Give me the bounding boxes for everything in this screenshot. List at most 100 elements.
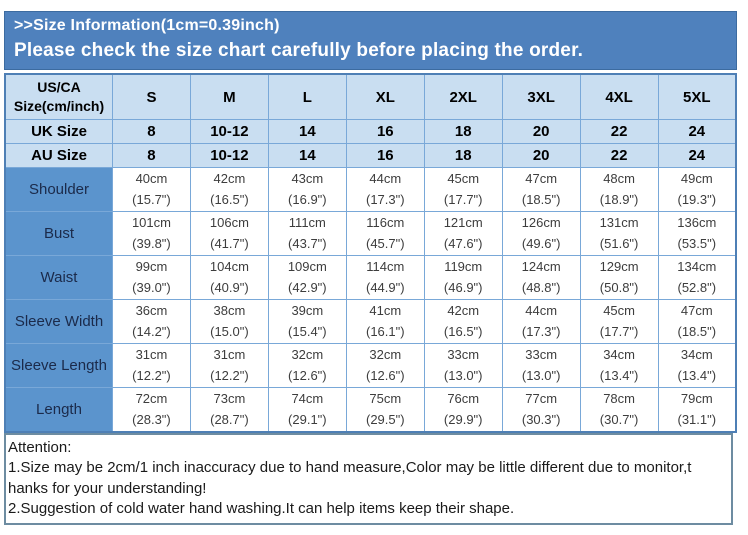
measurement-inch-value: (13.4") (677, 367, 717, 383)
measurement-inch-value: (52.8") (677, 279, 717, 295)
region-size-value: 20 (501, 119, 581, 144)
measurement-inch-value: (15.0") (210, 323, 249, 339)
measurement-value-cell: 121cm (47.6") (423, 211, 503, 256)
measurement-value-cell: 47cm (18.5") (501, 167, 581, 212)
measurement-cm-value: 41cm (369, 303, 402, 319)
region-size-label: UK Size (4, 119, 113, 144)
attention-box: Attention: 1.Size may be 2cm/1 inch inac… (4, 433, 733, 525)
region-size-value: 14 (267, 143, 347, 168)
measurement-cm-value: 45cm (447, 171, 480, 187)
measurement-value-cell: 40cm (15.7") (112, 167, 191, 212)
measurement-inch-value: (30.7") (599, 411, 639, 427)
banner-title: >>Size Information(1cm=0.39inch) (14, 17, 280, 34)
measurement-value-cell: 48cm (18.9") (579, 167, 659, 212)
region-size-value: 16 (345, 143, 425, 168)
measurement-label: Sleeve Width (4, 299, 113, 344)
measurement-value-cell: 45cm (17.7") (423, 167, 503, 212)
measurement-cm-value: 129cm (599, 259, 639, 275)
measurement-row: Waist 99cm (39.0") 104cm (40.9") 109cm (42.9")… (4, 255, 737, 300)
size-chart-body: Shoulder 40cm (15.7") 42cm (16.5") 43cm (16.9"… (4, 167, 737, 433)
measurement-value-cell: 116cm (45.7") (345, 211, 425, 256)
measurement-inch-value: (29.1") (288, 411, 327, 427)
measurement-cm-value: 116cm (366, 215, 405, 231)
measurement-cm-value: 75cm (369, 391, 402, 407)
measurement-inch-value: (13.0") (521, 367, 561, 383)
size-column-header: M (189, 73, 269, 120)
measurement-cm-value: 74cm (291, 391, 324, 407)
measurement-value-cell: 129cm (50.8") (579, 255, 659, 300)
size-chart-table: US/CA Size(cm/inch) S M L XL 2XL 3XL 4XL 5XL UK S… (4, 73, 737, 433)
measurement-cm-value: 38cm (213, 303, 246, 319)
measurement-inch-value: (18.5") (677, 323, 717, 339)
measurement-value-cell: 47cm (18.5") (657, 299, 737, 344)
measurement-inch-value: (39.0") (132, 279, 171, 295)
measurement-value-cell: 32cm (12.6") (345, 343, 425, 388)
measurement-cm-value: 32cm (291, 347, 324, 363)
measurement-inch-value: (12.2") (210, 367, 249, 383)
measurement-value-cell: 41cm (16.1") (345, 299, 425, 344)
measurement-value-cell: 111cm (43.7") (267, 211, 347, 256)
measurement-value-cell: 34cm (13.4") (657, 343, 737, 388)
measurement-value-cell: 44cm (17.3") (345, 167, 425, 212)
measurement-inch-value: (53.5") (677, 235, 717, 251)
size-chart-header: US/CA Size(cm/inch) S M L XL 2XL 3XL 4XL 5XL UK S… (4, 73, 737, 168)
measurement-cm-value: 32cm (369, 347, 402, 363)
attention-lines: 1.Size may be 2cm/1 inch inaccuracy due … (8, 458, 725, 519)
region-size-value: 8 (112, 143, 191, 168)
region-size-value: 24 (657, 143, 737, 168)
measurement-cm-value: 99cm (135, 259, 168, 275)
measurement-cm-value: 136cm (677, 215, 717, 231)
measurement-cm-value: 73cm (213, 391, 246, 407)
region-size-row: AU Size 8 10-12 14 16 18 20 22 24 (4, 143, 737, 168)
measurement-cm-value: 48cm (603, 171, 635, 187)
region-size-value: 20 (501, 143, 581, 168)
region-size-value: 18 (423, 119, 503, 144)
measurement-value-cell: 45cm (17.7") (579, 299, 659, 344)
measurement-cm-value: 131cm (599, 215, 639, 231)
measurement-value-cell: 104cm (40.9") (189, 255, 269, 300)
region-size-value: 22 (579, 119, 659, 144)
measurement-inch-value: (16.1") (365, 323, 405, 339)
size-column-header: 5XL (657, 73, 737, 120)
measurement-inch-value: (51.6") (599, 235, 639, 251)
corner-label: US/CA Size(cm/inch) (4, 73, 113, 120)
measurement-cm-value: 104cm (209, 259, 249, 275)
measurement-cm-value: 42cm (213, 171, 246, 187)
measurement-inch-value: (41.7") (210, 235, 249, 251)
measurement-inch-value: (28.3") (132, 411, 171, 427)
measurement-inch-value: (47.6") (443, 235, 483, 251)
measurement-value-cell: 101cm (39.8") (112, 211, 191, 256)
measurement-cm-value: 47cm (525, 171, 558, 187)
measurement-cm-value: 43cm (291, 171, 324, 187)
measurement-value-cell: 49cm (19.3") (657, 167, 737, 212)
size-column-header: 4XL (579, 73, 659, 120)
measurement-label: Bust (4, 211, 113, 256)
measurement-cm-value: 121cm (443, 215, 483, 231)
measurement-value-cell: 79cm (31.1") (657, 387, 737, 433)
measurement-row: Shoulder 40cm (15.7") 42cm (16.5") 43cm (16.9"… (4, 167, 737, 212)
size-column-header: XL (345, 73, 425, 120)
measurement-inch-value: (50.8") (599, 279, 639, 295)
banner-subtitle: Please check the size chart carefully be… (14, 40, 584, 61)
measurement-value-cell: 99cm (39.0") (112, 255, 191, 300)
measurement-value-cell: 33cm (13.0") (501, 343, 581, 388)
measurement-value-cell: 119cm (46.9") (423, 255, 503, 300)
measurement-value-cell: 44cm (17.3") (501, 299, 581, 344)
measurement-label: Length (4, 387, 113, 433)
measurement-cm-value: 34cm (680, 347, 713, 363)
measurement-cm-value: 45cm (603, 303, 635, 319)
measurement-cm-value: 119cm (444, 259, 483, 275)
measurement-cm-value: 33cm (525, 347, 558, 363)
measurement-cm-value: 106cm (209, 215, 249, 231)
attention-line: 2.Suggestion of cold water hand washing.… (8, 499, 515, 517)
measurement-inch-value: (13.0") (443, 367, 483, 383)
measurement-value-cell: 31cm (12.2") (189, 343, 269, 388)
measurement-row: Sleeve Width 36cm (14.2") 38cm (15.0") 39cm (1… (4, 299, 737, 344)
measurement-value-cell: 124cm (48.8") (501, 255, 581, 300)
measurement-value-cell: 43cm (16.9") (267, 167, 347, 212)
measurement-value-cell: 77cm (30.3") (501, 387, 581, 433)
measurement-label: Waist (4, 255, 113, 300)
region-size-value: 18 (423, 143, 503, 168)
measurement-cm-value: 49cm (680, 171, 713, 187)
size-header-row: US/CA Size(cm/inch) S M L XL 2XL 3XL 4XL 5XL (4, 73, 737, 120)
